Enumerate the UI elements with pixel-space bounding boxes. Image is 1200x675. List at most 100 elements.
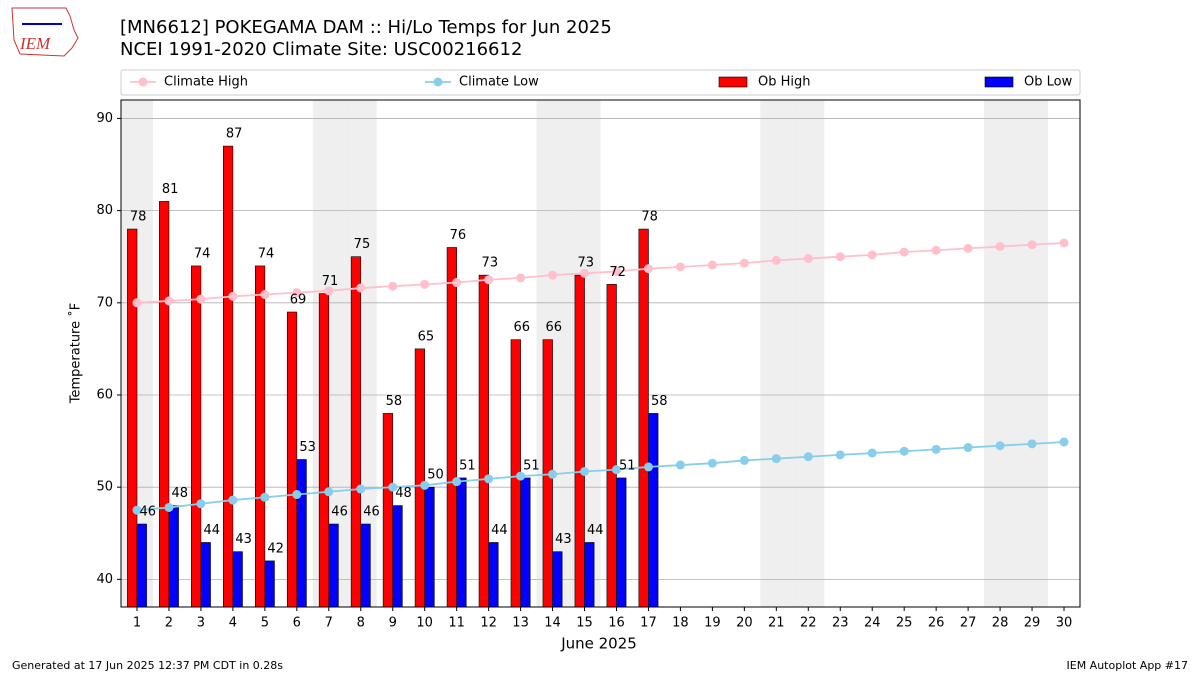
value-label: 81: [162, 182, 179, 197]
line-marker: [388, 281, 398, 291]
bar: [552, 551, 563, 608]
bar: [286, 311, 298, 608]
x-tick-label: 24: [864, 616, 881, 631]
bar: [254, 265, 266, 608]
line-marker: [292, 288, 302, 298]
bar: [392, 505, 403, 608]
line-marker: [835, 252, 845, 262]
bar: [488, 542, 499, 608]
bar: [638, 228, 649, 608]
x-tick-label: 15: [576, 616, 593, 631]
chart-subtitle: NCEI 1991-2020 Climate Site: USC00216612: [120, 39, 522, 60]
x-tick-label: 13: [512, 616, 529, 631]
bar: [414, 348, 425, 608]
value-label: 51: [523, 458, 540, 473]
value-label: 66: [514, 320, 531, 335]
y-tick-label: 80: [96, 203, 113, 218]
x-tick-label: 25: [896, 616, 913, 631]
line-marker: [995, 441, 1005, 451]
line-marker: [516, 273, 526, 283]
weekend-shade: [760, 100, 793, 607]
value-label: 53: [299, 440, 316, 455]
line-marker: [1027, 240, 1037, 250]
value-label: 58: [386, 394, 403, 409]
x-tick-label: 30: [1056, 616, 1073, 631]
bar: [127, 228, 138, 608]
line-marker: [420, 279, 430, 289]
value-label: 44: [203, 523, 220, 538]
legend-label: Ob Low: [1024, 75, 1073, 90]
value-label: 66: [545, 320, 562, 335]
line-marker: [867, 250, 877, 260]
line-marker: [771, 255, 781, 265]
x-tick-label: 18: [672, 616, 689, 631]
x-axis-label: June 2025: [560, 635, 637, 653]
value-label: 71: [322, 274, 339, 289]
line-marker: [611, 465, 621, 475]
bar: [424, 486, 435, 608]
line-marker: [643, 462, 653, 472]
line-marker: [452, 278, 462, 288]
line-marker: [963, 443, 973, 453]
value-label: 73: [482, 256, 499, 271]
line-marker: [260, 290, 270, 300]
line-marker: [611, 266, 621, 276]
line-marker: [196, 294, 206, 304]
x-tick-label: 26: [928, 616, 945, 631]
value-label: 46: [140, 505, 157, 520]
line-marker: [388, 482, 398, 492]
line-marker: [1059, 238, 1069, 248]
chart-title: [MN6612] POKEGAMA DAM :: Hi/Lo Temps for…: [120, 17, 612, 38]
line-marker: [707, 260, 717, 270]
weekend-shade: [792, 100, 825, 607]
x-tick-label: 12: [480, 616, 497, 631]
footer-left: Generated at 17 Jun 2025 12:37 PM CDT in…: [12, 659, 283, 672]
bar: [159, 201, 170, 608]
bar: [350, 256, 362, 608]
bar: [606, 284, 617, 608]
line-marker: [580, 466, 590, 476]
value-label: 78: [130, 210, 147, 225]
legend-box: [120, 69, 1081, 96]
bar: [222, 145, 234, 608]
x-tick-label: 9: [389, 616, 397, 631]
line-marker: [1027, 439, 1037, 449]
x-tick-label: 1: [133, 616, 141, 631]
line-marker: [963, 243, 973, 253]
x-tick-label: 5: [261, 616, 269, 631]
value-label: 44: [491, 523, 508, 538]
value-label: 72: [609, 265, 626, 280]
line-marker: [899, 247, 909, 257]
x-tick-label: 11: [448, 616, 465, 631]
line-marker: [164, 296, 174, 306]
value-label: 65: [418, 329, 435, 344]
y-tick-label: 90: [96, 111, 113, 126]
y-tick-label: 70: [96, 295, 113, 310]
legend-label: Climate Low: [459, 75, 539, 90]
x-tick-label: 2: [165, 616, 173, 631]
logo-outline: [11, 7, 79, 57]
line-marker: [324, 286, 334, 296]
bar: [616, 477, 627, 608]
x-tick-label: 29: [1024, 616, 1041, 631]
footer-right: IEM Autoplot App #17: [1067, 659, 1189, 672]
bar: [648, 413, 659, 608]
bar: [574, 274, 585, 608]
bar: [478, 274, 489, 608]
x-tick-label: 28: [992, 616, 1009, 631]
y-axis-label: Temperature ˚F: [68, 303, 84, 404]
x-tick-label: 22: [800, 616, 817, 631]
line-marker: [420, 480, 430, 490]
line-marker: [260, 492, 270, 502]
y-tick-label: 60: [96, 387, 113, 402]
value-label: 75: [354, 237, 371, 252]
x-tick-label: 23: [832, 616, 849, 631]
legend-swatch: [718, 76, 748, 88]
line-marker: [356, 484, 366, 494]
y-tick-label: 50: [96, 480, 113, 495]
bar: [520, 477, 531, 608]
value-label: 46: [331, 505, 348, 520]
line-marker: [771, 454, 781, 464]
line-marker: [484, 275, 494, 285]
value-label: 44: [587, 523, 604, 538]
